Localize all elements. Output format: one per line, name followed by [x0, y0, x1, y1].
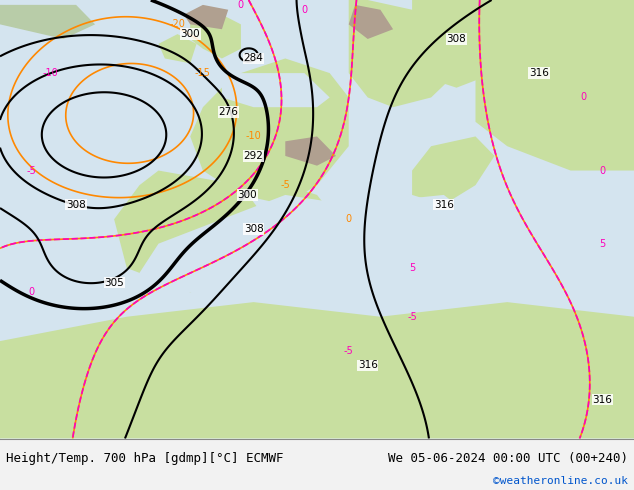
- Text: 308: 308: [446, 34, 467, 44]
- Text: 0: 0: [29, 287, 35, 297]
- Text: 0: 0: [301, 5, 307, 15]
- Text: -15: -15: [195, 68, 211, 78]
- Text: 305: 305: [104, 278, 124, 288]
- Polygon shape: [0, 302, 634, 439]
- Text: 308: 308: [66, 199, 86, 210]
- Text: 276: 276: [218, 107, 238, 117]
- Text: 316: 316: [358, 361, 378, 370]
- Polygon shape: [349, 5, 393, 39]
- Text: -5: -5: [27, 166, 37, 175]
- Polygon shape: [273, 185, 336, 268]
- Text: 0: 0: [599, 166, 605, 175]
- Text: 5: 5: [599, 239, 605, 248]
- Text: 316: 316: [529, 68, 549, 78]
- Text: -5: -5: [280, 180, 290, 190]
- Polygon shape: [476, 0, 634, 171]
- Text: -10: -10: [246, 131, 261, 142]
- Polygon shape: [412, 0, 520, 88]
- Text: 0: 0: [238, 0, 244, 10]
- Text: 316: 316: [592, 394, 612, 405]
- Text: 300: 300: [238, 190, 257, 200]
- Polygon shape: [158, 34, 197, 63]
- Polygon shape: [127, 195, 476, 293]
- Text: 292: 292: [243, 151, 264, 161]
- Text: 300: 300: [181, 29, 200, 39]
- Text: 0: 0: [346, 214, 352, 224]
- Polygon shape: [0, 5, 95, 39]
- Polygon shape: [190, 58, 349, 205]
- Text: 316: 316: [434, 199, 454, 210]
- Polygon shape: [190, 15, 241, 58]
- Polygon shape: [412, 136, 495, 205]
- Polygon shape: [114, 171, 266, 293]
- Text: -5: -5: [344, 346, 354, 356]
- Text: 308: 308: [243, 224, 264, 234]
- Text: -5: -5: [407, 312, 417, 322]
- Text: We 05-06-2024 00:00 UTC (00+240): We 05-06-2024 00:00 UTC (00+240): [387, 452, 628, 465]
- Polygon shape: [184, 5, 228, 29]
- Text: 0: 0: [580, 93, 586, 102]
- Text: 284: 284: [243, 53, 264, 64]
- Text: ©weatheronline.co.uk: ©weatheronline.co.uk: [493, 476, 628, 486]
- Text: Height/Temp. 700 hPa [gdmp][°C] ECMWF: Height/Temp. 700 hPa [gdmp][°C] ECMWF: [6, 452, 284, 465]
- Polygon shape: [222, 73, 330, 107]
- Text: -20: -20: [169, 20, 186, 29]
- Polygon shape: [285, 136, 336, 166]
- Text: 5: 5: [409, 263, 415, 273]
- Text: -10: -10: [43, 68, 58, 78]
- Polygon shape: [349, 0, 456, 107]
